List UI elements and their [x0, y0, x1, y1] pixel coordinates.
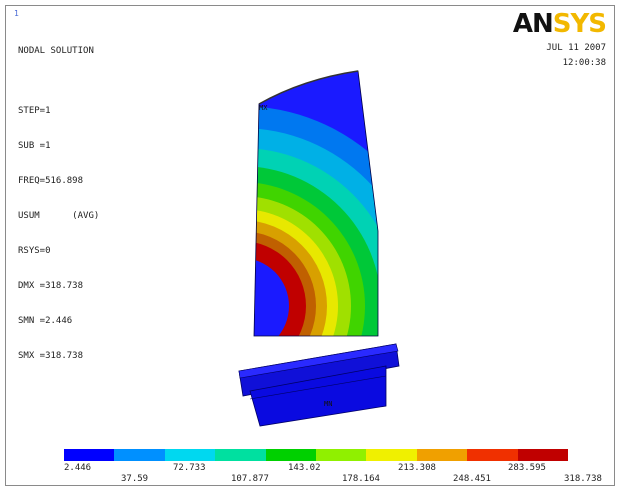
info-smx: SMX =318.738: [18, 351, 84, 361]
legend-tick-label: 318.738: [564, 474, 602, 484]
legend-tick-label: 213.308: [398, 463, 436, 473]
legend-swatch-3: [215, 449, 266, 461]
logo-part-an: AN: [512, 9, 554, 39]
legend-swatch-5: [316, 449, 367, 461]
info-sub: SUB =1: [18, 141, 51, 151]
legend-tick-label: 283.595: [508, 463, 546, 473]
legend-tick-label: 37.59: [121, 474, 149, 484]
legend-swatch-4: [265, 449, 317, 461]
legend-tick-label: 72.733: [173, 463, 206, 473]
info-smn: SMN =2.446: [18, 316, 73, 326]
legend-swatch-8: [467, 449, 518, 461]
blade-root: [238, 343, 400, 427]
info-spacer: [18, 81, 99, 86]
solution-info: NODAL SOLUTION STEP=1 SUB =1 FREQ=516.89…: [18, 26, 99, 386]
legend-swatch-1: [114, 449, 165, 461]
info-title: NODAL SOLUTION: [18, 46, 94, 56]
info-usum: USUM (AVG): [18, 211, 100, 221]
ansys-logo: ANSYS: [512, 9, 607, 39]
legend-tick-label: 143.02: [288, 463, 321, 473]
info-dmx: DMX =318.738: [18, 281, 84, 291]
contour-legend-bar: [64, 449, 569, 461]
info-rsys: RSYS=0: [18, 246, 51, 256]
legend-tick-label: 2.446: [64, 463, 92, 473]
legend-tick-label: 178.164: [342, 474, 380, 484]
legend-tick-label: 107.877: [231, 474, 269, 484]
legend-swatch-2: [164, 449, 216, 461]
mn-marker: MN: [324, 400, 332, 408]
graphics-window: MX MN 1 NODAL SOLUTION STEP=1 SUB =1 FRE…: [5, 5, 615, 486]
legend-swatch-6: [366, 449, 417, 461]
mx-marker: MX: [259, 104, 268, 112]
legend-swatch-0: [64, 449, 115, 461]
legend-tick-label: 248.451: [453, 474, 491, 484]
info-step: STEP=1: [18, 106, 51, 116]
info-freq: FREQ=516.898: [18, 176, 84, 186]
window-number: 1: [14, 9, 19, 18]
logo-part-sys: SYS: [552, 9, 607, 39]
time-label: 12:00:38: [562, 58, 606, 68]
legend-swatch-7: [416, 449, 468, 461]
blade-contour-plot: MX MN: [238, 70, 400, 427]
date-label: JUL 11 2007: [546, 43, 606, 53]
airfoil-contours: [254, 71, 378, 336]
legend-swatch-9: [517, 449, 569, 461]
